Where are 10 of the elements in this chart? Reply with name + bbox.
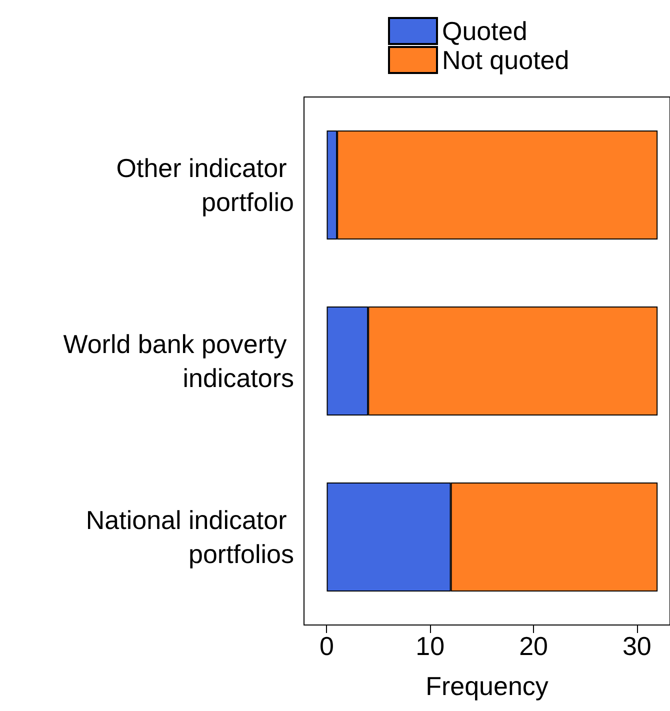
y-tick-label: Other indicator portfolio [116,153,294,217]
x-axis-title: Frequency [426,671,548,701]
y-tick-label: National indicator portfolios [86,505,294,569]
legend-label: Quoted [442,16,528,46]
x-tick-label: 0 [320,631,334,661]
x-tick-label: 20 [519,631,548,661]
legend-label: Not quoted [442,45,570,75]
x-tick-label: 30 [622,631,652,661]
y-tick-label: World bank poverty indicators [63,329,294,393]
x-tick-label: 10 [416,631,445,661]
